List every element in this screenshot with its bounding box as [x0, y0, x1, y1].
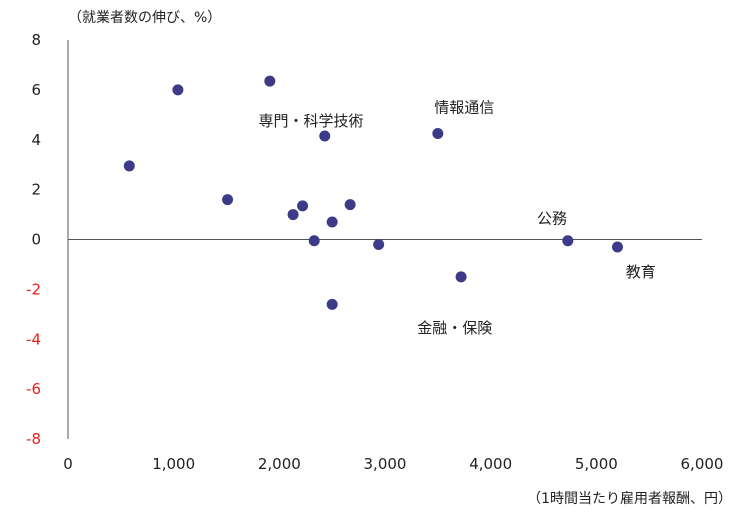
y-tick-label: 2 [31, 181, 41, 199]
annotation-label: 金融・保険 [417, 319, 492, 337]
x-axis-title: （1時間当たり雇用者報酬、円） [527, 491, 732, 507]
data-point [432, 128, 444, 140]
data-point [222, 194, 234, 206]
x-tick-label: 1,000 [152, 455, 195, 473]
annotation-label: 教育 [626, 263, 656, 281]
x-tick-label: 4,000 [469, 455, 512, 473]
data-point [562, 235, 574, 247]
data-point [264, 75, 276, 87]
y-tick-label: 8 [31, 31, 41, 49]
data-point [287, 209, 299, 221]
annotation-label: 情報通信 [434, 98, 494, 116]
axes [67, 40, 702, 439]
data-point [326, 216, 338, 228]
y-axis-title: （就業者数の伸び、%） [68, 10, 222, 26]
x-tick-labels: 0 1,000 2,000 3,000 4,000 5,000 6,000 [63, 455, 723, 473]
y-tick-labels: 8 6 4 2 0 -2 -4 -6 -8 [26, 31, 41, 448]
y-tick-label: 0 [31, 231, 41, 249]
y-tick-label: -8 [26, 430, 41, 448]
y-tick-label: 4 [31, 131, 41, 149]
x-tick-label: 5,000 [575, 455, 618, 473]
data-point [373, 238, 385, 250]
data-points [123, 75, 623, 310]
y-tick-label: -4 [26, 330, 41, 348]
data-point [344, 199, 356, 211]
x-tick-label: 2,000 [258, 455, 301, 473]
x-tick-label: 0 [63, 455, 73, 473]
data-point [319, 130, 331, 142]
data-point [172, 84, 184, 96]
data-point [308, 235, 320, 247]
data-point [123, 160, 135, 172]
y-tick-label: -6 [26, 380, 41, 398]
annotation-label: 専門・科学技術 [259, 112, 364, 130]
data-point [297, 200, 309, 212]
y-tick-label: -2 [26, 280, 41, 298]
data-point [611, 241, 623, 253]
annotation-label: 公務 [537, 209, 567, 227]
y-tick-label: 6 [31, 81, 41, 99]
x-tick-label: 3,000 [364, 455, 407, 473]
x-tick-label: 6,000 [681, 455, 724, 473]
data-point [455, 271, 467, 283]
data-point [326, 298, 338, 310]
